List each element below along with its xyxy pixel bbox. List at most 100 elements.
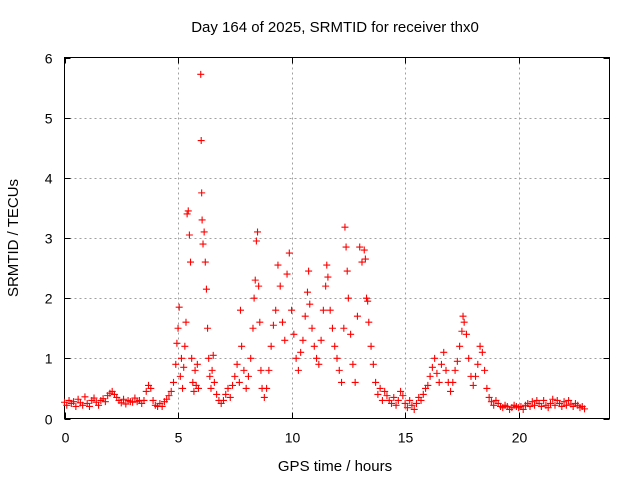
data-point bbox=[440, 348, 448, 356]
data-point bbox=[174, 324, 182, 332]
x-tick-label: 20 bbox=[512, 430, 528, 446]
data-point bbox=[158, 402, 166, 410]
data-point bbox=[540, 396, 548, 404]
data-point bbox=[122, 400, 130, 408]
data-point bbox=[401, 399, 409, 407]
data-point bbox=[342, 243, 350, 251]
data-point bbox=[476, 342, 484, 350]
data-point bbox=[315, 360, 323, 368]
data-point bbox=[558, 402, 566, 410]
data-point bbox=[412, 399, 420, 407]
data-point bbox=[474, 360, 482, 368]
data-point bbox=[197, 137, 205, 145]
data-point bbox=[222, 390, 230, 398]
data-point bbox=[308, 324, 316, 332]
data-point bbox=[376, 384, 384, 392]
data-point bbox=[317, 336, 325, 344]
data-point bbox=[417, 396, 425, 404]
data-point bbox=[447, 387, 455, 395]
data-point bbox=[72, 402, 80, 410]
data-point bbox=[381, 387, 389, 395]
data-point bbox=[167, 387, 175, 395]
data-point bbox=[191, 366, 199, 374]
data-point bbox=[181, 342, 189, 350]
data-point bbox=[276, 282, 284, 290]
data-point bbox=[182, 318, 190, 326]
data-point bbox=[290, 330, 298, 338]
data-point bbox=[236, 306, 244, 314]
data-point bbox=[322, 282, 330, 290]
data-point bbox=[267, 342, 275, 350]
data-point bbox=[117, 399, 125, 407]
data-point bbox=[242, 384, 250, 392]
data-point bbox=[147, 384, 155, 392]
data-point bbox=[428, 363, 436, 371]
data-point bbox=[247, 354, 255, 362]
data-point bbox=[313, 354, 321, 362]
data-point bbox=[399, 392, 407, 400]
data-point bbox=[360, 246, 368, 254]
data-point bbox=[244, 372, 252, 380]
data-point bbox=[269, 321, 277, 329]
data-point bbox=[544, 404, 552, 412]
data-point bbox=[326, 306, 334, 314]
data-point bbox=[131, 394, 139, 402]
x-tick-label: 0 bbox=[62, 430, 70, 446]
data-point bbox=[353, 312, 361, 320]
data-point bbox=[485, 393, 493, 401]
data-points bbox=[61, 70, 589, 413]
data-point bbox=[213, 390, 221, 398]
data-point bbox=[201, 258, 209, 266]
data-point bbox=[199, 240, 207, 248]
data-point bbox=[95, 401, 103, 409]
data-point bbox=[187, 258, 195, 266]
data-point bbox=[351, 378, 359, 386]
data-point bbox=[193, 360, 201, 368]
data-point bbox=[433, 369, 441, 377]
data-point bbox=[324, 273, 332, 281]
data-point bbox=[328, 324, 336, 332]
data-point bbox=[263, 384, 271, 392]
data-point bbox=[451, 366, 459, 374]
data-point bbox=[177, 354, 185, 362]
data-point bbox=[419, 390, 427, 398]
data-point bbox=[260, 393, 268, 401]
data-point bbox=[549, 395, 557, 403]
data-point bbox=[283, 270, 291, 278]
data-point bbox=[487, 398, 495, 406]
data-point bbox=[388, 399, 395, 407]
data-point bbox=[305, 267, 313, 275]
data-point bbox=[469, 381, 477, 389]
data-point bbox=[198, 216, 206, 224]
data-point bbox=[483, 384, 491, 392]
data-point bbox=[319, 306, 327, 314]
data-point bbox=[183, 210, 191, 218]
data-point bbox=[206, 372, 214, 380]
y-tick-label: 2 bbox=[45, 291, 53, 307]
data-point bbox=[257, 366, 265, 374]
data-point bbox=[551, 401, 559, 409]
data-point bbox=[340, 324, 348, 332]
data-point bbox=[335, 366, 343, 374]
data-point bbox=[581, 405, 589, 413]
data-point bbox=[172, 360, 180, 368]
data-point bbox=[397, 387, 405, 395]
data-point bbox=[165, 392, 173, 400]
data-point bbox=[453, 357, 461, 365]
data-point bbox=[70, 398, 78, 406]
x-tick-label: 5 bbox=[175, 430, 183, 446]
data-point bbox=[252, 237, 260, 245]
data-point bbox=[184, 207, 192, 215]
data-point bbox=[392, 401, 400, 409]
data-point bbox=[85, 402, 93, 410]
data-point bbox=[210, 378, 218, 386]
data-point bbox=[163, 395, 171, 403]
data-point bbox=[129, 398, 137, 406]
data-point bbox=[81, 393, 89, 401]
data-point bbox=[235, 378, 243, 386]
data-point bbox=[297, 348, 305, 356]
data-point bbox=[281, 336, 289, 344]
data-point bbox=[372, 378, 380, 386]
data-point bbox=[437, 360, 445, 368]
